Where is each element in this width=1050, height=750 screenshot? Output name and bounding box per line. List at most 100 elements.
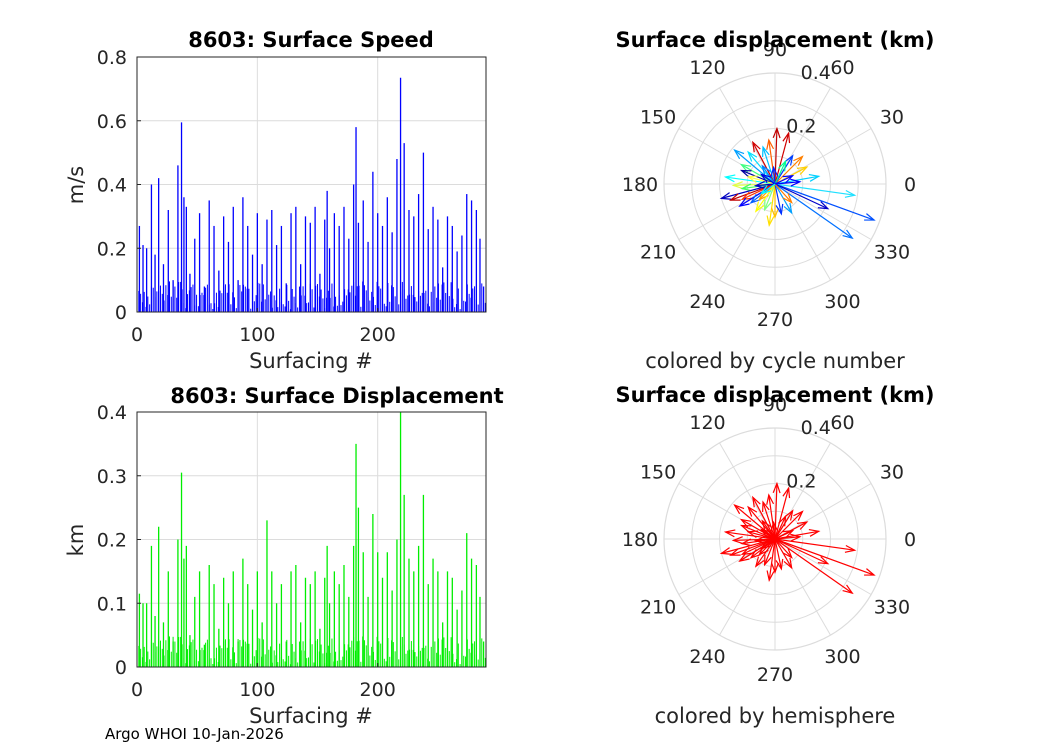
polar-cycle-angle-label: 180 [622,174,658,196]
polar-cycle-vector [774,155,794,185]
polar-hemisphere-vector-head [782,486,791,499]
polar-hemisphere-angle-label: 210 [640,597,676,619]
polar-cycle-vector-head [796,166,809,175]
speed-x-tick-label: 200 [360,324,396,346]
displacement-y-tick-label: 0.3 [97,466,127,488]
polar-cycle-vector [755,183,776,212]
polar-cycle-vector [774,183,853,239]
polar-hemisphere-vector [774,538,829,565]
polar-hemisphere-vector [748,531,776,540]
polar-cycle-vector-head [771,207,779,220]
polar-hemisphere-vector-head [775,558,784,571]
polar-cycle-vector [774,156,803,185]
polar-hemisphere-vector-head [790,533,802,542]
polar-cycle-vector-head [752,140,761,153]
polar-cycle-vector-head [782,175,795,184]
polar-hemisphere-angle-label: 180 [622,529,658,551]
polar-hemisphere-vector [774,483,778,540]
polar-hemisphere-vector-head [759,540,772,550]
speed-y-axis-label: m/s [64,166,88,204]
polar-cycle-angle-label: 240 [689,291,725,313]
polar-hemisphere-vector-head [723,529,736,538]
polar-hemisphere-vector-head [747,505,758,517]
polar-hemisphere-radius-label: 0.2 [786,470,816,492]
polar-hemisphere-vector-head [783,557,793,570]
polar-cycle-vector [730,183,776,201]
polar-cycle-ring [691,100,859,268]
displacement-x-tick-label: 0 [131,679,143,701]
polar-hemisphere-vector-head [817,556,830,565]
polar-cycle-vector-head [739,163,752,173]
polar-hemisphere-vector [774,511,803,540]
polar-hemisphere-vector [761,538,776,550]
polar-cycle-vector [761,183,776,195]
polar-hemisphere-vector [768,538,776,581]
polar-hemisphere-vector [734,504,776,540]
polar-cycle-vector-head [783,202,793,215]
polar-cycle-vector-head [749,193,761,204]
polar-hemisphere-vector-head [770,520,779,533]
polar-cycle-vector [747,151,776,185]
polar-hemisphere-vector-head [754,556,765,568]
polar-hemisphere-outer-ring [663,427,887,651]
polar-cycle-angle-label: 210 [640,242,676,264]
polar-hemisphere-vector [774,538,875,576]
speed-y-tick-label: 0.8 [97,47,127,69]
polar-cycle-vector-head [729,193,741,201]
displacement-y-tick-label: 0.2 [97,530,127,552]
polar-hemisphere-vector-head [746,530,759,539]
polar-cycle-vector [762,146,776,185]
polar-hemisphere-vector-head [762,500,770,513]
polar-cycle-vector-head [778,159,787,172]
polar-cycle-vector-head [719,192,732,200]
polar-hemisphere-vector [774,530,819,540]
polar-hemisphere-vector [774,538,782,569]
polar-cycle-ring [719,128,831,240]
polar-hemisphere-vector-head [759,528,772,538]
displacement-y-tick-label: 0.4 [97,402,127,424]
polar-hemisphere-vector-head [793,510,804,521]
polar-hemisphere-chart: 0 30 60 90 120 150 180 210 240 270 300 330 0.2 0.4 Su… [615,383,934,728]
polar-cycle-vector-head [753,180,766,189]
polar-cycle-angle-label: 300 [824,291,860,313]
polar-hemisphere-vector-head [778,514,787,527]
polar-hemisphere-angle-label: 30 [880,462,904,484]
polar-cycle-vector [761,173,776,185]
polar-hemisphere-vector-head [740,546,753,555]
polar-hemisphere-radius-label: 0.4 [801,417,831,439]
polar-cycle-vector-head [759,185,772,195]
polar-hemisphere-vector [774,510,794,540]
polar-cycle-angle-label: 60 [830,57,854,79]
polar-hemisphere-vector [774,530,793,540]
polar-hemisphere-vector [730,538,776,556]
polar-hemisphere-vector-head [782,548,793,559]
polar-cycle-vector [774,183,793,203]
polar-cycle-vector-head [761,164,771,176]
polar-hemisphere-vector-head [761,519,771,531]
polar-cycle-vector-head [817,201,830,210]
polar-hemisphere-angle-label: 0 [904,529,916,551]
polar-cycle-vector [774,183,782,214]
polar-cycle-vector-head [738,197,750,207]
polar-hemisphere-vector [772,522,776,540]
polar-hemisphere-vector-head [731,536,744,545]
displacement-y-axis-label: km [64,524,88,557]
polar-cycle-vector-head [790,178,802,187]
polar-cycle-vector-head [731,181,744,190]
polar-hemisphere-angle-label: 330 [874,597,910,619]
speed-y-tick-label: 0.6 [97,111,127,133]
polar-hemisphere-vector-head [729,548,741,556]
polar-cycle-angle-label: 150 [640,107,676,129]
polar-hemisphere-vector [761,528,776,540]
polar-cycle-angle-label: 90 [763,39,787,61]
polar-cycle-vector [742,183,776,200]
displacement-x-tick-label: 200 [360,679,396,701]
polar-hemisphere-vector-head [766,570,775,582]
polar-hemisphere-vector-head [784,509,794,521]
polar-hemisphere-angle-label: 150 [640,462,676,484]
polar-hemisphere-angle-label: 60 [830,412,854,434]
polar-hemisphere-vector [762,501,776,540]
polar-cycle-angle-label: 0 [904,174,916,196]
polar-hemisphere-vector-head [844,544,857,553]
polar-cycle-vector-head [740,191,753,200]
